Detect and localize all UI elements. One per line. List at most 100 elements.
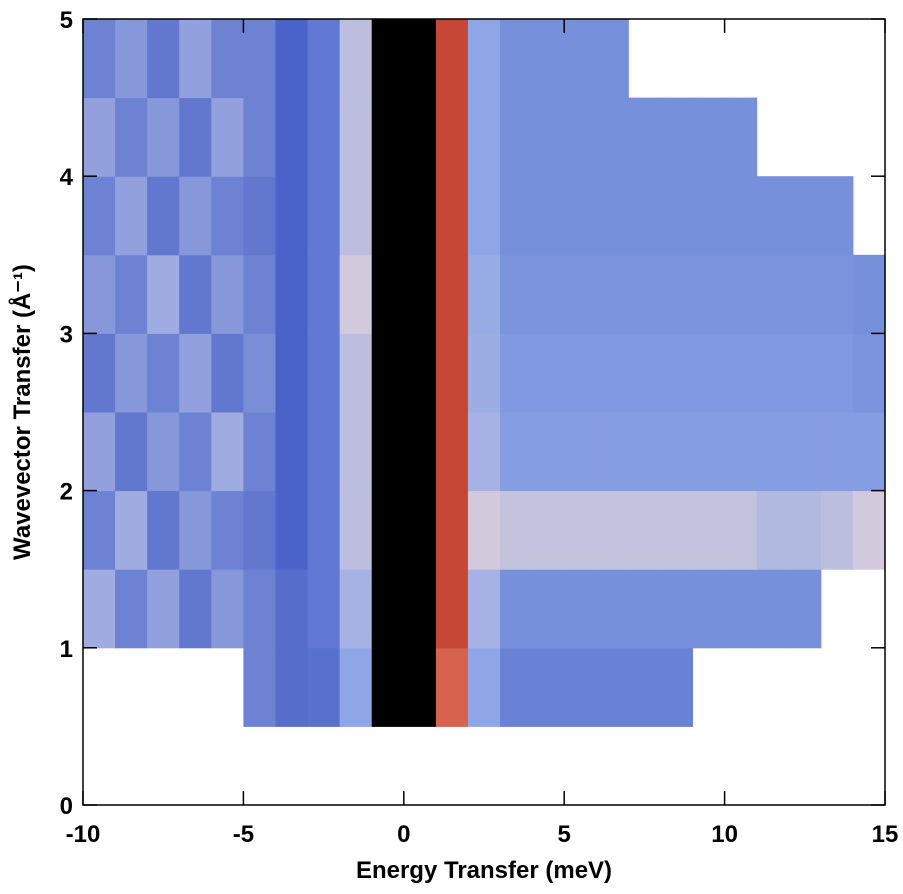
heatmap-cell: [275, 569, 309, 649]
heatmap-cell: [371, 490, 405, 570]
heatmap-cell: [115, 569, 148, 649]
heatmap-cell: [147, 333, 180, 413]
heatmap-cell: [724, 569, 758, 649]
heatmap-cell: [628, 490, 661, 570]
heatmap-cell: [435, 97, 469, 177]
heatmap-cell: [596, 97, 629, 177]
heatmap-cell: [147, 97, 180, 177]
heatmap-cell: [147, 254, 180, 334]
heatmap-cell: [435, 490, 469, 570]
heatmap-cell: [435, 569, 469, 649]
heatmap-cell: [724, 176, 758, 256]
heatmap-cell: [628, 569, 661, 649]
heatmap-cell: [307, 97, 341, 177]
heatmap-cell: [179, 412, 212, 492]
heatmap-cell: [179, 333, 212, 413]
heatmap-cell: [179, 254, 212, 334]
heatmap-cell: [660, 647, 694, 727]
heatmap-cell: [596, 176, 629, 256]
heatmap-cell: [564, 254, 597, 334]
heatmap-cell: [243, 647, 276, 727]
heatmap-cell: [788, 254, 822, 334]
heatmap-cell: [596, 254, 629, 334]
heatmap-cell: [596, 569, 629, 649]
heatmap-cell: [500, 176, 533, 256]
heatmap-cell: [339, 333, 373, 413]
heatmap-cell: [660, 333, 694, 413]
heatmap-cell: [467, 569, 501, 649]
heatmap-cell: [532, 176, 565, 256]
heatmap-cell: [532, 490, 565, 570]
heatmap-cell: [564, 569, 597, 649]
heatmap-cell: [307, 19, 341, 99]
heatmap-cell: [403, 412, 437, 492]
heatmap-cell: [243, 490, 276, 570]
heatmap-cell: [179, 19, 212, 99]
heatmap-cell: [820, 412, 854, 492]
y-tick-label: 3: [60, 321, 73, 348]
heatmap-cell: [692, 254, 726, 334]
heatmap: [83, 19, 886, 727]
heatmap-cell: [500, 254, 533, 334]
heatmap-cell: [820, 176, 854, 256]
heatmap-cell: [371, 176, 405, 256]
heatmap-cell: [532, 569, 565, 649]
heatmap-cell: [307, 569, 341, 649]
heatmap-cell: [564, 412, 597, 492]
heatmap-cell: [564, 333, 597, 413]
heatmap-cell: [115, 333, 148, 413]
heatmap-cell: [371, 97, 405, 177]
heatmap-cell: [756, 176, 790, 256]
heatmap-cell: [211, 97, 244, 177]
heatmap-cell: [403, 569, 437, 649]
heatmap-cell: [339, 569, 373, 649]
heatmap-cell: [403, 97, 437, 177]
heatmap-cell: [275, 647, 309, 727]
heatmap-cell: [339, 412, 373, 492]
heatmap-cell: [275, 412, 309, 492]
heatmap-cell: [788, 333, 822, 413]
heatmap-cell: [243, 569, 276, 649]
heatmap-cell: [83, 176, 116, 256]
heatmap-cell: [147, 412, 180, 492]
heatmap-cell: [596, 490, 629, 570]
heatmap-cell: [211, 254, 244, 334]
heatmap-cell: [339, 647, 373, 727]
heatmap-cell: [371, 254, 405, 334]
heatmap-cell: [467, 97, 501, 177]
heatmap-cell: [211, 412, 244, 492]
heatmap-cell: [371, 647, 405, 727]
heatmap-cell: [371, 333, 405, 413]
heatmap-cell: [820, 254, 854, 334]
heatmap-cell: [147, 19, 180, 99]
heatmap-cell: [307, 647, 341, 727]
plot-frame: [82, 18, 886, 806]
heatmap-cell: [307, 254, 341, 334]
heatmap-cell: [467, 412, 501, 492]
x-tick-label: 5: [558, 821, 571, 848]
heatmap-cell: [852, 333, 886, 413]
heatmap-cell: [179, 569, 212, 649]
heatmap-cell: [403, 490, 437, 570]
heatmap-cell: [532, 19, 565, 99]
heatmap-cell: [692, 176, 726, 256]
heatmap-cell: [724, 412, 758, 492]
heatmap-cell: [788, 412, 822, 492]
heatmap-cell: [307, 490, 341, 570]
heatmap-cell: [820, 490, 854, 570]
heatmap-cell: [83, 569, 116, 649]
heatmap-cell: [147, 569, 180, 649]
heatmap-cell: [435, 176, 469, 256]
heatmap-cell: [339, 176, 373, 256]
heatmap-cell: [339, 254, 373, 334]
y-tick-label: 4: [60, 164, 74, 191]
heatmap-cell: [628, 176, 661, 256]
heatmap-cell: [243, 254, 276, 334]
heatmap-cell: [564, 19, 597, 99]
heatmap-cell: [211, 569, 244, 649]
heatmap-cell: [179, 490, 212, 570]
heatmap-cell: [500, 569, 533, 649]
heatmap-cell: [724, 490, 758, 570]
heatmap-cell: [371, 569, 405, 649]
heatmap-cell: [115, 412, 148, 492]
